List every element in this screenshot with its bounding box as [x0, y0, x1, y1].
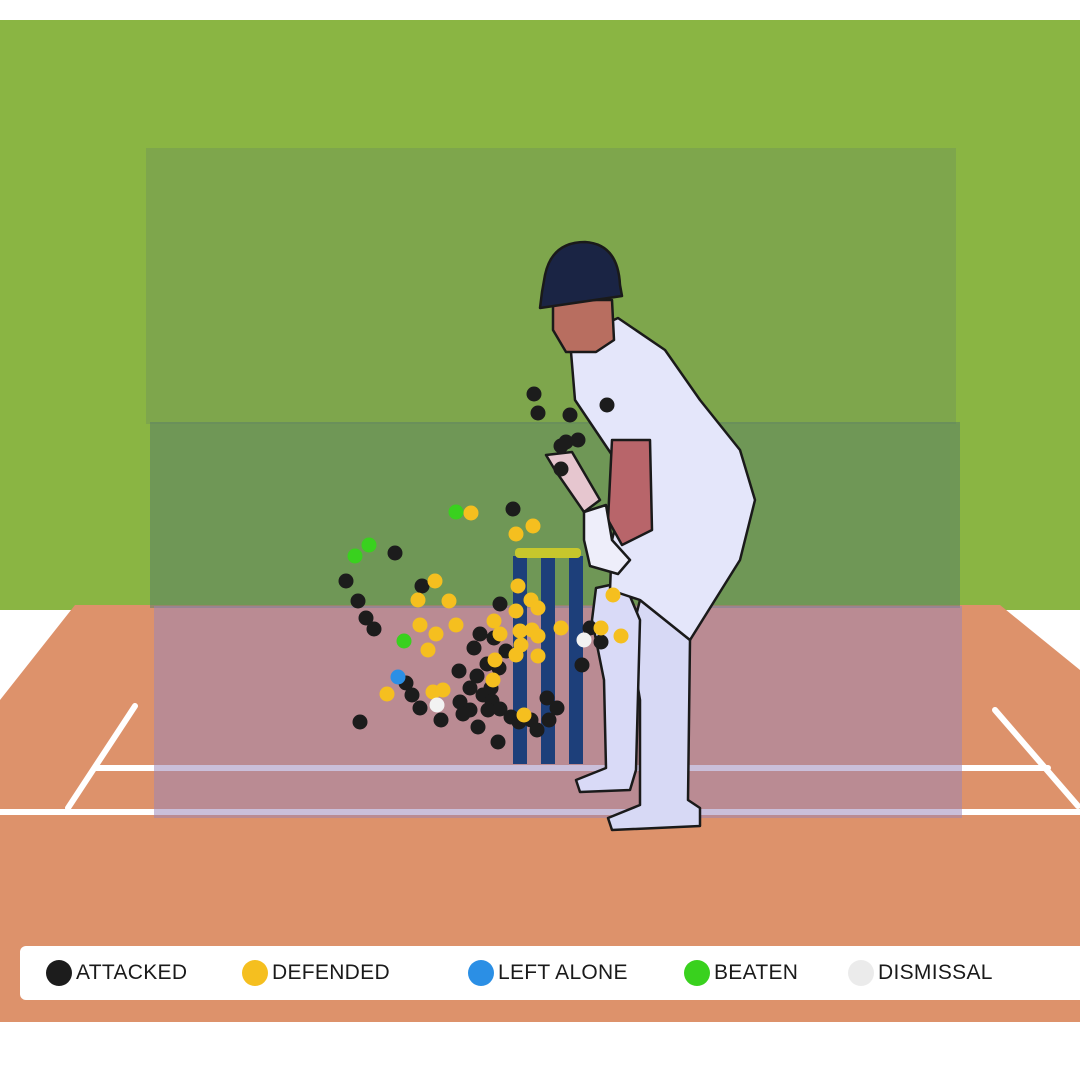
bails: [515, 548, 581, 558]
point-defended-10: [486, 613, 502, 629]
point-beaten-2: [347, 548, 363, 564]
point-attacked-42: [433, 712, 449, 728]
point-attacked-15: [492, 596, 508, 612]
point-attacked-48: [593, 634, 609, 650]
delivery-points: [338, 386, 629, 750]
point-defended-12: [428, 626, 444, 642]
point-beaten-3: [396, 633, 412, 649]
point-attacked-7: [553, 461, 569, 477]
point-defended-9: [508, 603, 524, 619]
legend-dot-attacked: [46, 960, 72, 986]
point-attacked-16: [472, 626, 488, 642]
point-attacked-37: [549, 700, 565, 716]
point-attacked-25: [462, 680, 478, 696]
legend-dot-defended: [242, 960, 268, 986]
point-defended-29: [487, 652, 503, 668]
point-attacked-36: [539, 690, 555, 706]
point-defended-15: [512, 623, 528, 639]
point-attacked-41: [412, 700, 428, 716]
point-defended-6: [510, 578, 526, 594]
point-defended-2: [508, 526, 524, 542]
point-attacked-8: [505, 501, 521, 517]
point-attacked-38: [541, 712, 557, 728]
point-defended-0: [463, 505, 479, 521]
point-attacked-13: [358, 610, 374, 626]
point-attacked-30: [480, 702, 496, 718]
point-attacked-45: [352, 714, 368, 730]
point-defended-22: [605, 587, 621, 603]
legend-item-attacked: ATTACKED: [46, 946, 187, 1000]
point-attacked-2: [562, 407, 578, 423]
point-attacked-49: [455, 706, 471, 722]
legend: ATTACKED DEFENDED LEFT ALONE BEATEN DISM…: [20, 946, 1080, 1000]
legend-label-beaten: BEATEN: [714, 961, 799, 984]
point-attacked-10: [338, 573, 354, 589]
point-attacked-11: [414, 578, 430, 594]
point-dismissal-1: [576, 632, 592, 648]
point-defended-17: [530, 628, 546, 644]
point-defended-14: [492, 626, 508, 642]
point-beaten-1: [361, 537, 377, 553]
legend-item-defended: DEFENDED: [242, 946, 390, 1000]
point-defended-11: [412, 617, 428, 633]
legend-dot-dismissal: [848, 960, 874, 986]
point-defended-23: [613, 628, 629, 644]
point-left-alone-0: [390, 669, 406, 685]
point-defended-5: [441, 593, 457, 609]
point-defended-21: [553, 620, 569, 636]
legend-dot-left-alone: [468, 960, 494, 986]
point-defended-24: [593, 620, 609, 636]
point-attacked-28: [452, 694, 468, 710]
stumps: [513, 548, 583, 764]
point-attacked-9: [387, 545, 403, 561]
legend-label-dismissal: DISMISSAL: [878, 961, 993, 984]
point-attacked-4: [570, 432, 586, 448]
point-defended-8: [530, 600, 546, 616]
point-beaten-0: [448, 504, 464, 520]
point-defended-3: [427, 573, 443, 589]
batsman-figure: [538, 240, 757, 832]
point-attacked-46: [574, 657, 590, 673]
legend-label-left-alone: LEFT ALONE: [498, 961, 628, 984]
point-defended-26: [379, 686, 395, 702]
legend-item-dismissal: DISMISSAL: [848, 946, 993, 1000]
point-defended-28: [435, 682, 451, 698]
point-attacked-0: [526, 386, 542, 402]
point-attacked-6: [553, 438, 569, 454]
point-attacked-14: [366, 621, 382, 637]
bottom-margin: [0, 1022, 1080, 1080]
point-attacked-23: [469, 668, 485, 684]
point-attacked-17: [466, 640, 482, 656]
point-defended-4: [410, 592, 426, 608]
point-attacked-47: [582, 620, 598, 636]
point-attacked-1: [530, 405, 546, 421]
point-defended-20: [530, 648, 546, 664]
legend-item-left-alone: LEFT ALONE: [468, 946, 628, 1000]
point-defended-13: [448, 617, 464, 633]
legend-label-defended: DEFENDED: [272, 961, 390, 984]
point-defended-19: [508, 647, 524, 663]
point-defended-25: [420, 642, 436, 658]
point-dismissal-0: [429, 697, 445, 713]
point-attacked-12: [350, 593, 366, 609]
point-attacked-31: [492, 701, 508, 717]
point-attacked-43: [470, 719, 486, 735]
point-attacked-40: [404, 687, 420, 703]
legend-item-beaten: BEATEN: [684, 946, 798, 1000]
point-attacked-22: [451, 663, 467, 679]
point-attacked-35: [529, 722, 545, 738]
legend-label-attacked: ATTACKED: [76, 961, 188, 984]
point-defended-30: [485, 672, 501, 688]
point-defended-31: [516, 707, 532, 723]
point-attacked-44: [490, 734, 506, 750]
point-defended-1: [525, 518, 541, 534]
legend-dot-beaten: [684, 960, 710, 986]
point-attacked-3: [599, 397, 615, 413]
